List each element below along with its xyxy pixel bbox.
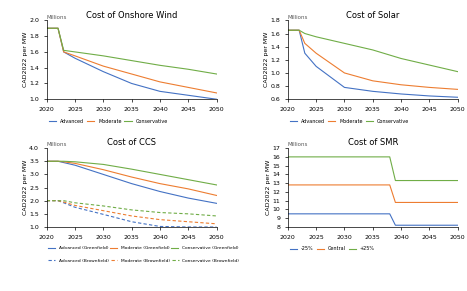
Y-axis label: CAD2022 per MW: CAD2022 per MW	[23, 160, 28, 215]
Legend: Advanced, Moderate, Conservative: Advanced, Moderate, Conservative	[47, 117, 170, 125]
Title: Cost of Onshore Wind: Cost of Onshore Wind	[86, 10, 177, 19]
Y-axis label: CAD2022 per MW: CAD2022 per MW	[23, 32, 28, 88]
Title: Cost of SMR: Cost of SMR	[347, 138, 398, 147]
Y-axis label: CAD2022 per MW: CAD2022 per MW	[264, 32, 269, 88]
Text: Millions: Millions	[47, 142, 67, 147]
Title: Cost of Solar: Cost of Solar	[346, 10, 399, 19]
Text: Millions: Millions	[47, 15, 67, 19]
Legend: Advanced, Moderate, Conservative: Advanced, Moderate, Conservative	[288, 117, 411, 125]
Text: Millions: Millions	[288, 142, 308, 147]
Legend: -25%, Central, +25%: -25%, Central, +25%	[288, 244, 377, 253]
Text: Millions: Millions	[288, 15, 308, 19]
Title: Cost of CCS: Cost of CCS	[107, 138, 156, 147]
Y-axis label: CAD2022 per MW: CAD2022 per MW	[266, 160, 271, 215]
Legend: Advanced (Brownfield), Moderate (Brownfield), Conservative (Brownfield): Advanced (Brownfield), Moderate (Brownfi…	[47, 257, 241, 265]
